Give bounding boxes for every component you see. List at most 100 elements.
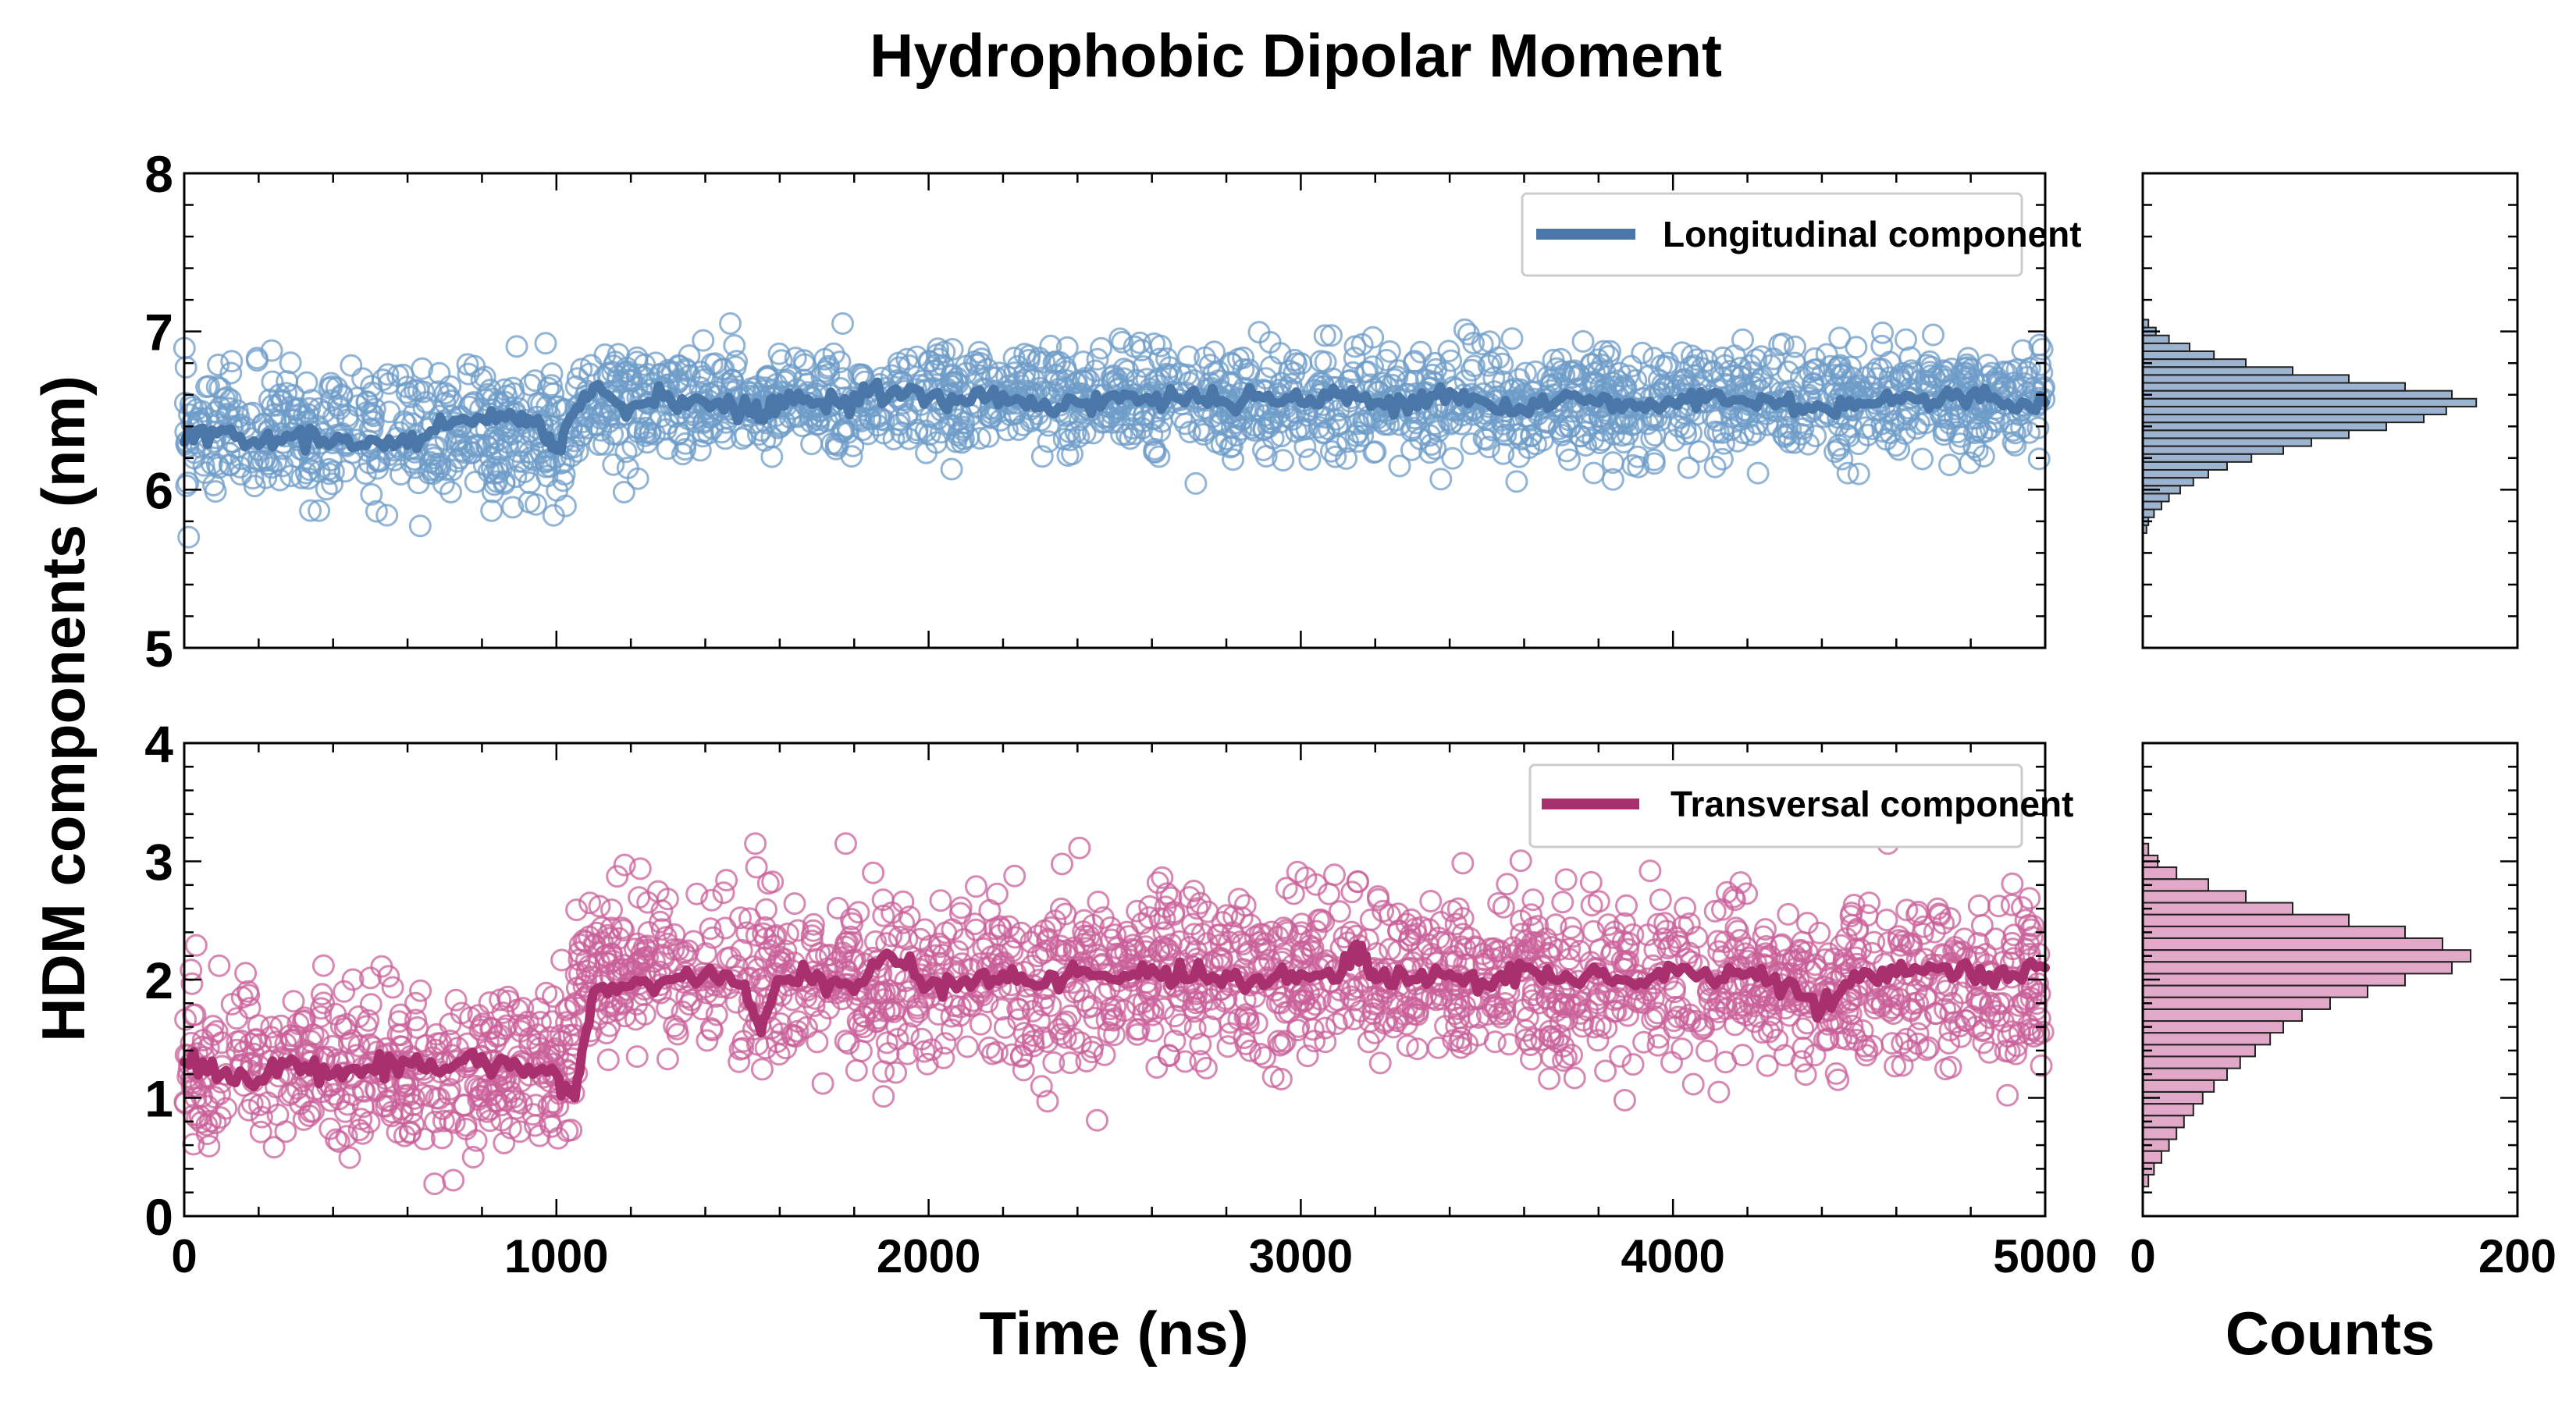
- bottom-main-sample-point: [1560, 916, 1583, 940]
- bottom-main-sample-point: [432, 1109, 455, 1133]
- top-histogram-bar: [2142, 342, 2190, 352]
- bottom-main-sample-point: [784, 1025, 807, 1048]
- bottom-main-sample-point: [614, 1005, 637, 1028]
- top-main-sample-point: [720, 368, 744, 392]
- bottom-main-sample-point: [1538, 1067, 1561, 1090]
- top-main-sample-point: [1441, 411, 1464, 434]
- bottom-main-sample-point: [1208, 923, 1231, 947]
- bottom-main-sample-point: [2019, 918, 2043, 941]
- bottom-main-sample-point: [1906, 1022, 1930, 1045]
- bottom-main-sample-point: [745, 855, 768, 879]
- top-main-sample-point: [1905, 417, 1928, 440]
- bottom-main-sample-point: [489, 988, 512, 1012]
- bottom-histogram-bar: [2142, 878, 2209, 892]
- top-main-sample-point: [501, 496, 525, 519]
- top-main-y-tick-label: 7: [144, 304, 173, 361]
- bottom-main-sample-point: [1725, 991, 1749, 1015]
- top-main-sample-point: [504, 465, 528, 489]
- bottom-main-sample-point: [1001, 940, 1024, 962]
- top-main-sample-point: [969, 352, 992, 375]
- bottom-main-sample-point: [700, 888, 724, 912]
- bottom-main-sample-point: [1451, 852, 1475, 875]
- bottom-main-sample-point: [1965, 988, 1988, 1012]
- bottom-histogram-bar: [2142, 973, 2406, 987]
- bottom-main-sample-point: [1905, 979, 1928, 1002]
- top-main-sample-point: [420, 443, 443, 467]
- bottom-main-sample-point: [1286, 860, 1309, 884]
- legend-top-frame: [1521, 192, 2023, 277]
- bottom-main-sample-point: [635, 938, 658, 962]
- top-main-sample-point: [1401, 416, 1424, 439]
- bottom-main-sample-point: [1514, 1028, 1538, 1051]
- bottom-main-sample-point: [1276, 921, 1299, 944]
- top-main-sample-point: [1346, 412, 1369, 436]
- bottom-main-sample-point: [1386, 902, 1410, 926]
- bottom-main-sample-point: [1759, 944, 1782, 968]
- bottom-main-sample-point: [946, 940, 970, 963]
- top-main-sample-point: [1285, 420, 1308, 443]
- bottom-main-sample-point: [486, 1025, 509, 1048]
- top-main-sample-point: [1804, 425, 1827, 447]
- bottom-main-sample-point: [1236, 943, 1259, 966]
- bottom-main-sample-point: [1662, 1009, 1685, 1033]
- top-main-sample-point: [439, 375, 462, 398]
- bottom-main-sample-point: [699, 1017, 723, 1040]
- top-main-sample-point: [1726, 429, 1749, 453]
- top-main-sample-point: [1558, 448, 1581, 471]
- bottom-main-sample-point: [988, 915, 1012, 938]
- bottom-main-sample-point: [1646, 1033, 1670, 1057]
- bottom-main-y-tick-label: 1: [144, 1070, 173, 1128]
- bottom-main-sample-point: [556, 1119, 579, 1143]
- top-histogram-bar: [2142, 429, 2350, 439]
- bottom-main-sample-point: [934, 1032, 957, 1055]
- bottom-main-sample-point: [2017, 976, 2041, 1000]
- bottom-histogram-bar: [2142, 1032, 2272, 1046]
- top-main-sample-point: [1058, 420, 1081, 443]
- top-main-sample-point: [434, 458, 457, 481]
- bottom-main-sample-point: [772, 963, 795, 987]
- bottom-main-sample-point: [1496, 873, 1519, 896]
- top-main-sample-point: [800, 432, 824, 456]
- top-histogram-bar: [2142, 508, 2155, 518]
- bottom-main-sample-point: [1603, 920, 1626, 944]
- bottom-main-sample-point: [862, 861, 885, 884]
- bottom-main-y-tick-label: 4: [144, 715, 173, 773]
- bottom-main-sample-point: [1877, 999, 1901, 1023]
- bottom-main-sample-point: [393, 1124, 416, 1147]
- bottom-main-sample-point: [1026, 924, 1049, 948]
- bottom-main-sample-point: [1387, 919, 1410, 943]
- bottom-main-sample-point: [1299, 929, 1322, 952]
- bottom-main-sample-point: [699, 917, 722, 941]
- top-histogram-ticks: [2143, 172, 2517, 649]
- top-main-sample-point: [1082, 422, 1105, 445]
- bottom-main-sample-point: [359, 966, 382, 990]
- top-main-sample-point: [1232, 346, 1255, 369]
- bottom-main-sample-point: [1678, 941, 1701, 965]
- bottom-main-sample-point: [1123, 938, 1147, 962]
- bottom-main-sample-point: [333, 980, 356, 1003]
- bottom-main-sample-point: [906, 994, 929, 1017]
- bottom-main-sample-point: [1967, 894, 1991, 917]
- top-main-sample-point: [480, 499, 503, 522]
- bottom-main-sample-point: [884, 1061, 908, 1084]
- top-main-ticks: [183, 172, 2047, 649]
- bottom-main-sample-point: [1042, 1051, 1066, 1074]
- bottom-main-sample-point: [1906, 901, 1930, 923]
- top-main-sample-point: [1745, 348, 1768, 372]
- top-main-sample-point: [1582, 461, 1606, 485]
- bottom-main-sample-point: [866, 1009, 889, 1033]
- top-main-sample-point: [218, 453, 241, 476]
- bottom-main-sample-point: [1138, 927, 1162, 950]
- bottom-main-sample-point: [1863, 930, 1886, 954]
- bottom-main-sample-point: [1824, 1062, 1848, 1085]
- bottom-main-sample-point: [1669, 996, 1692, 1019]
- top-main-sample-point: [358, 451, 381, 475]
- top-main-sample-point: [176, 471, 200, 495]
- bottom-main-sample-point: [1145, 1056, 1169, 1079]
- bottom-main-sample-point: [1307, 909, 1330, 932]
- top-main-sample-point: [1507, 445, 1531, 468]
- bottom-main-sample-point: [1030, 1075, 1053, 1098]
- bottom-main-sample-point: [237, 980, 259, 1003]
- bottom-main-sample-point: [444, 988, 468, 1012]
- bottom-main-sample-point: [694, 942, 717, 966]
